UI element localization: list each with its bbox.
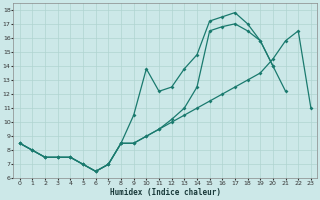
X-axis label: Humidex (Indice chaleur): Humidex (Indice chaleur) xyxy=(110,188,221,197)
